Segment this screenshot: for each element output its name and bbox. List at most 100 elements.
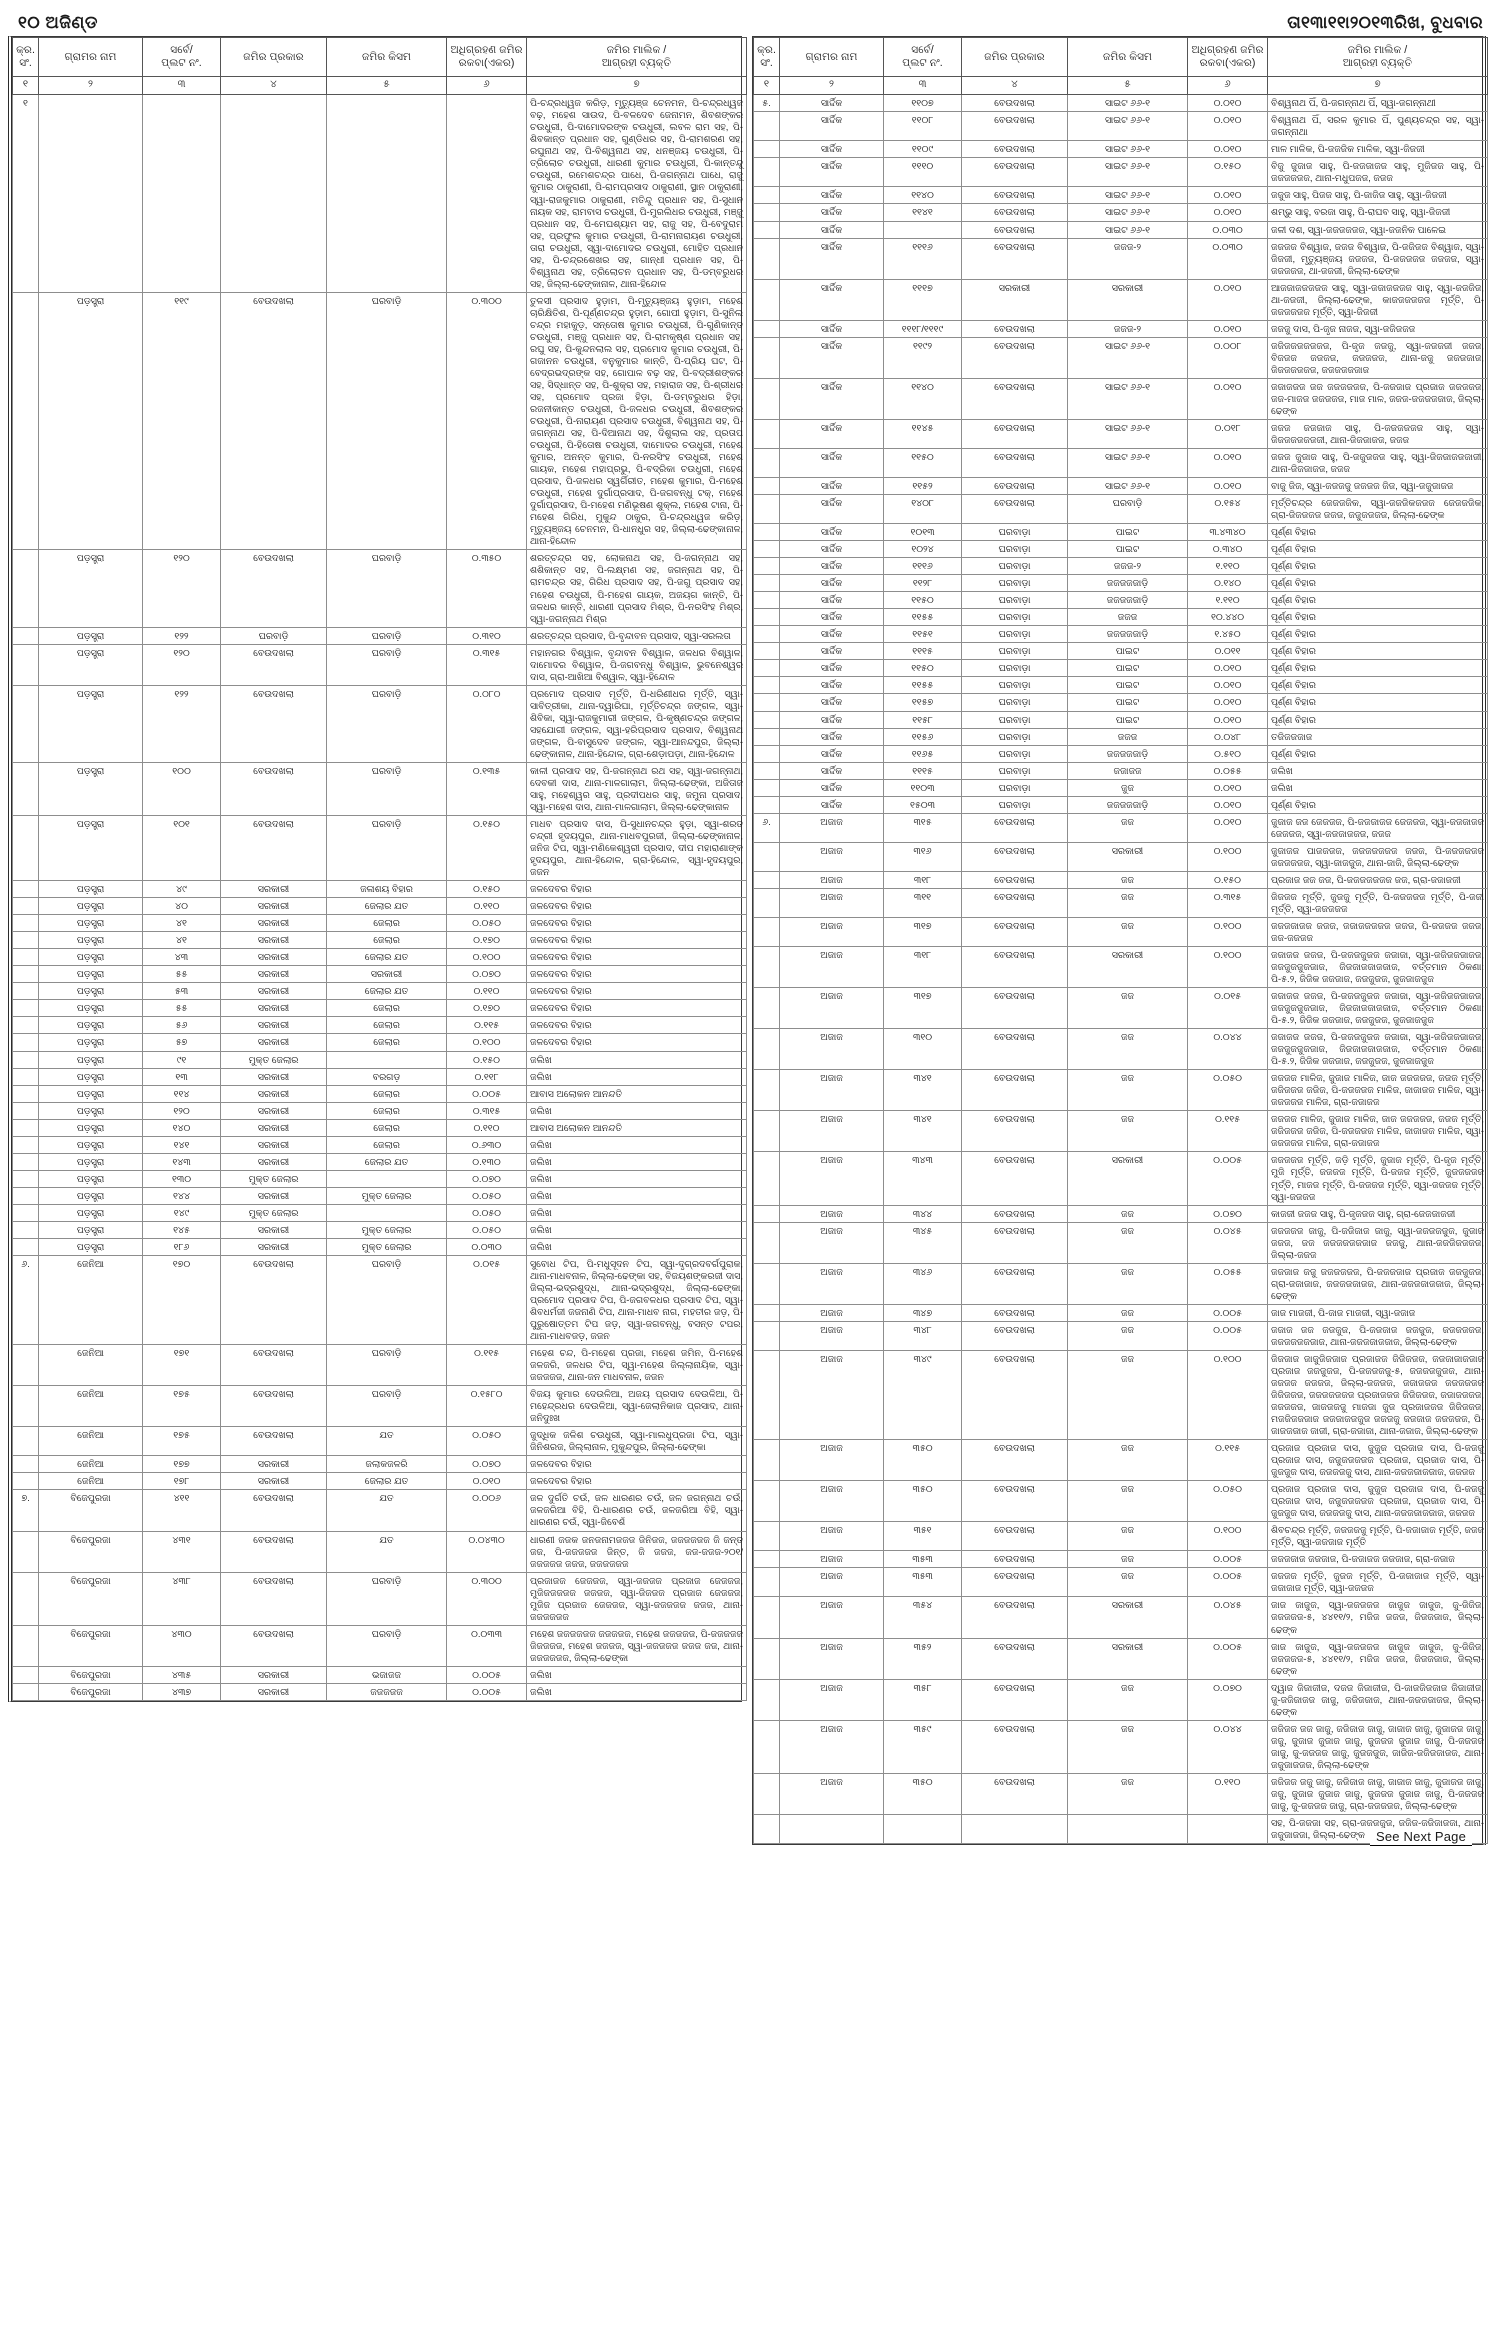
cell-plot: ୧୦୨୪ — [883, 540, 962, 559]
cell-area: ୦.୦୧୦ — [1187, 693, 1268, 712]
cell-kind: ବେଉଦଖଲା — [220, 815, 327, 882]
cell-plot — [883, 220, 962, 239]
cell-kind: ସରକାରୀ — [220, 1033, 327, 1052]
cell-village: ସାର୍ଦ୍ଦିକ — [779, 203, 884, 222]
cell-plot: ୧୪୫ — [142, 1220, 221, 1239]
cell-area: ୦.୧୫୦ — [446, 880, 527, 899]
table-row: ପଡ଼ସ୍ତ୍ରା ୧୪୧ ସରକାରୀ ଜେଲାର ୦.୬୩୦ ଜଲିଖ — [12, 1135, 747, 1154]
cell-owner: ପୂର୍ଣ୍ଣ ବିହାର — [1267, 523, 1488, 542]
cell-kind: ସରକାରୀ — [220, 965, 327, 984]
cell-serial — [753, 1028, 780, 1071]
cell-owner: ଜଜାଜଜ ଜଜଜ, ପି-ଜଜଜଜୁଜଜ ଜଜାଜା, ସ୍ୱା-ଜଜିଜଜଜ… — [1267, 987, 1488, 1030]
cell-area: ୦.୦୫୦ — [446, 914, 527, 933]
cell-area: ୦.୦୧୦ — [1187, 278, 1268, 321]
cell-village: ପଡ଼ସ୍ତ୍ରା — [38, 1118, 143, 1137]
cell-owner: ଜଳ ଦୁର୍ଗତି ଚଉଁ, ଜଳ ଧାରଣର ଚଉଁ, ଜଳ ଜଗନ୍ନାଥ… — [526, 1489, 747, 1532]
cell-area: ୦.୧୧୫ — [446, 1344, 527, 1387]
cell-plot: ୪୯ — [142, 880, 221, 899]
cell-village: ବିଜେପୁରଜା — [38, 1665, 143, 1684]
cell-area: ୦.୧୧୦ — [446, 897, 527, 916]
cell-area: ୦.୦୪୪ — [1187, 1028, 1268, 1071]
cell-area: ୧୦.୪୪୦ — [1187, 608, 1268, 627]
cell-owner: ପ୍ରଜାଜ ପ୍ରଜାଜ ଦାସ, ଜୁଜୁଜ ପ୍ରଜାଜ ଦାସ, ପି-… — [1267, 1439, 1488, 1482]
cell-description: ସାଇଟ ୬୬-୧ — [1067, 477, 1188, 496]
cell-area: ୦.୦୫୫ — [1187, 761, 1268, 780]
cell-description: ଜଜ — [1067, 1567, 1188, 1598]
cell-kind: ଘରବାଡ଼ା — [961, 795, 1068, 814]
cell-kind — [220, 94, 327, 293]
cell-kind: ବେଉଦଖଲା — [961, 94, 1068, 113]
cell-plot: ୧୧୯ — [142, 291, 221, 551]
cell-village: ବିଜେପୁରଜା — [38, 1682, 143, 1701]
cell-plot: ୧୧୦୩ — [883, 778, 962, 797]
cell-area: ୦.୩୪୦ — [1187, 540, 1268, 559]
cell-description: ସାଇଟ ୬୬-୧ — [1067, 94, 1188, 113]
cell-serial — [12, 684, 39, 763]
th-plot: ସର୍ବେ/ ପ୍ଲଟ ନଂ. — [142, 36, 221, 78]
cell-village: ସାର୍ଦ୍ଦିକ — [779, 140, 884, 159]
cell-kind: ବେଉଦଖଲା — [220, 1385, 327, 1428]
column-number-1: ୧ — [753, 76, 780, 96]
cell-description — [326, 1169, 447, 1188]
cell-serial — [753, 1262, 780, 1305]
cell-village: ସାର୍ଦ୍ଦିକ — [779, 727, 884, 746]
cell-serial — [753, 1596, 780, 1639]
column-number-7: ୭ — [1267, 76, 1488, 96]
cell-area: ୦.୦୫୦ — [1187, 1069, 1268, 1112]
cell-serial — [12, 1135, 39, 1154]
left-land-table: କ୍ର. ସଂ. ଗ୍ରାମର ନାମ ସର୍ବେ/ ପ୍ଲଟ ନଂ. ଜମିର… — [12, 36, 747, 1701]
cell-description: ଜଜ — [1067, 1719, 1188, 1774]
cell-plot: ୧୩୦ — [142, 1169, 221, 1188]
cell-plot: ୧୨୦ — [142, 1101, 221, 1120]
table-row: ଅଜାଜ ୩୧୮ ବେଉଦଖଲା ଜଜ ୦.୧୫୦ ପ୍ରଜାଜ ଜଜ ଜଜ, ପି-ଜଜ… — [753, 870, 1488, 889]
table-row: ସାର୍ଦ୍ଦିକ ୧୧୧୫ ଘରବାଡ଼ା ପାଇଟ ୦.୦୧୧ ପୂର୍ଣ୍ଣ ବିହ… — [753, 642, 1488, 661]
cell-kind: ବେଉଦଖଲା — [961, 987, 1068, 1030]
cell-owner: ଜଜଜଜଜ ଜାଜୁ, ପି-ଜଜିଜାଜ ଜାଜୁ, ସ୍ୱା-ଜଜଜଜଜୁଜ… — [1267, 1221, 1488, 1264]
cell-description: ସରକାରୀ — [326, 965, 447, 984]
cell-owner: ଶରତ୍‌ଚନ୍ଦ୍ର ପ୍ରସାଦ, ପି-ବୃନ୍ଦାବନ ପ୍ରସାଦ, … — [526, 626, 747, 645]
cell-description: ବରଗଡ଼ — [326, 1067, 447, 1086]
cell-serial — [753, 727, 780, 746]
cell-serial: ୭. — [12, 1489, 39, 1532]
cell-serial — [12, 1084, 39, 1103]
column-number-7: ୭ — [526, 76, 747, 96]
th-owner: ଜମିର ମାଲିକ / ଆଗ୍ରହୀ ବ୍ୟକ୍ତି — [526, 36, 747, 78]
cell-plot: ୩୪୪ — [883, 1204, 962, 1223]
cell-plot: ୧୭୭ — [142, 1455, 221, 1474]
cell-area: ୦.୦୧୦ — [1187, 319, 1268, 338]
cell-plot: ୧୭୫ — [142, 1385, 221, 1428]
cell-plot: ୩୧୬ — [883, 841, 962, 872]
cell-kind: ବେଉଦଖଲା — [961, 220, 1068, 239]
cell-area: ୦.୦୪୮ — [1187, 727, 1268, 746]
cell-description: ସାଇଟ ୬୬-୧ — [1067, 418, 1188, 450]
table-row: ଅଜାଜ ୩୪୯ ବେଉଦଖଲା ଜଜ ୦.୧୦୦ ଜିଜଜାଜ ଜାଜୁଜିଜଜାଜ ପ… — [753, 1349, 1488, 1441]
cell-kind: ଘରବାଡ଼ି — [220, 626, 327, 645]
cell-description: ଘରବାଡ଼ି — [1067, 494, 1188, 525]
cell-serial — [12, 965, 39, 984]
cell-area: ୦.୦୦୫ — [446, 1084, 527, 1103]
cell-description: ଜେଲାର ଯତ — [326, 982, 447, 1001]
table-row: ପଡ଼ସ୍ତ୍ରା ୫୬ ସରକାରୀ ଜେଲାର ୦.୧୧୫ ଜଳଦେବର ବିହାର — [12, 1016, 747, 1035]
cell-serial — [12, 1571, 39, 1626]
table-row: ସାର୍ଦ୍ଦିକ ୧୧୫୦ ବେଉଦଖଲା ସାଇଟ ୬୬-୧ ୦.୦୧୦ ଜଜଜ ଜୁ… — [753, 448, 1488, 479]
cell-owner: ଜଲିଖ — [526, 1067, 747, 1086]
gazette-date: ତା୧୩ା୧୧ା୨୦୧୩ରିଖ, ବୁଧବାର — [1287, 13, 1483, 32]
cell-serial — [753, 1439, 780, 1482]
cell-description: ସାଇଟ ୬୬-୧ — [1067, 186, 1188, 205]
cell-description: ଜଜଜଜଜାଡ଼ି — [1067, 591, 1188, 610]
cell-owner: ପୂର୍ଣ୍ଣ ବିହାର — [1267, 693, 1488, 712]
cell-serial — [753, 1320, 780, 1351]
cell-area: ୦.୦୧୦ — [1187, 778, 1268, 797]
table-row: ଅଜାଜ ୩୧୭ ବେଉଦଖଲା ଜଜ ୦.୧୦୦ ଜଜଜଜାଜଜ ଜଜଜ, ଜଜାଜଜଜ… — [753, 916, 1488, 947]
cell-description: ଜଜ — [1067, 1028, 1188, 1071]
left-table-body: ୧ ୨ ୩ ୪ ୫ ୬ ୭ ୧ ପି-ଚନ୍ଦ୍ରଧ୍ୱଜ କରିଡ଼, ମୃତ୍ୟୁଞ୍ଜ ଚ… — [12, 76, 747, 1701]
table-row: ଜେନିଆ ୧୭୧ ବେଉଦଖଲା ଘରବାଡ଼ି ୦.୧୧୫ ମହେଶ ଚନ୍ଦ, ପି… — [12, 1344, 747, 1387]
cell-village: ପଡ଼ସ୍ତ୍ରା — [38, 1220, 143, 1239]
cell-serial — [12, 897, 39, 916]
cell-plot: ୩୪୬ — [883, 1262, 962, 1305]
cell-owner: ତଜିଜଜଜାଜ — [1267, 727, 1488, 746]
cell-description: ପାଇଟ — [1067, 659, 1188, 678]
cell-village: ଅଜାଜ — [779, 1480, 884, 1523]
cell-village: ପଡ଼ସ୍ତ୍ରା — [38, 761, 143, 817]
